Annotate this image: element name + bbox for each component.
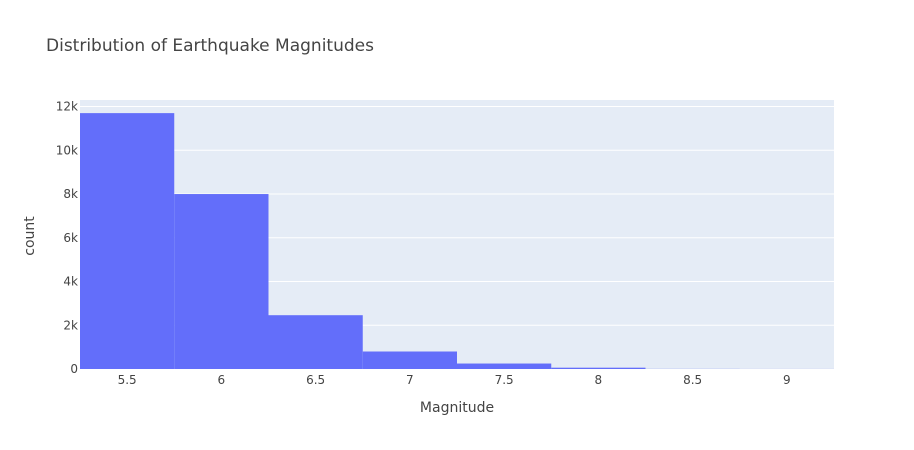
y-tick-label: 10k [56,143,78,157]
x-tick-label: 6.5 [306,373,325,387]
histogram-bar [268,315,363,369]
histogram-bar [457,363,552,369]
y-tick-label: 4k [63,275,78,289]
x-tick-label: 8 [595,373,603,387]
y-axis-title: count [22,216,38,256]
x-tick-label: 7.5 [495,373,514,387]
histogram-bar [362,351,457,369]
x-tick-label: 9 [783,373,791,387]
chart-title: Distribution of Earthquake Magnitudes [46,36,374,56]
x-tick-label: 5.5 [118,373,137,387]
x-tick-label: 6 [218,373,226,387]
x-tick-label: 8.5 [683,373,702,387]
y-tick-label: 2k [63,318,78,332]
bars [80,113,834,369]
x-axis-title: Magnitude [420,400,494,416]
histogram-bar [174,194,269,369]
histogram-bar [80,113,175,369]
histogram-bar [551,367,646,369]
y-tick-label: 8k [63,187,78,201]
x-tick-label: 7 [406,373,414,387]
y-tick-label: 6k [63,231,78,245]
y-tick-label: 0 [70,362,78,376]
x-axis-ticks: 5.5 6 6.5 7 7.5 8 8.5 9 [118,373,791,387]
y-axis-ticks: 0 2k 4k 6k 8k 10k 12k [56,100,78,376]
y-tick-label: 12k [56,100,78,114]
